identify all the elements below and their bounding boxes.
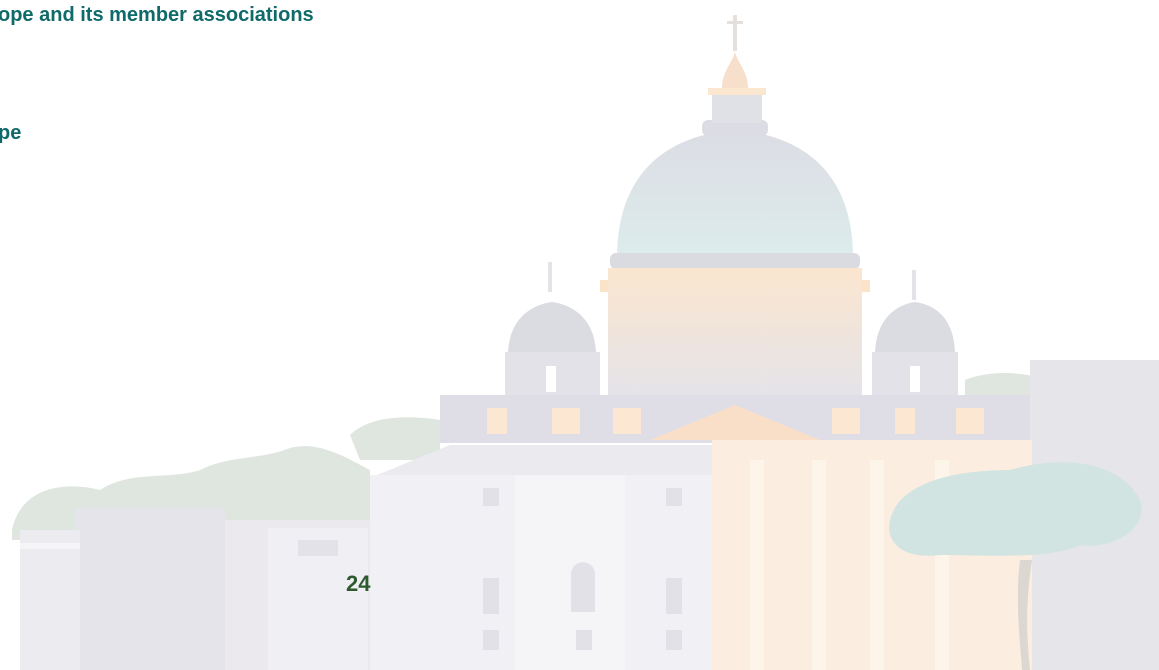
page: ope and its member associations pe 24 ((…	[0, 0, 1159, 670]
page-number: 24	[346, 571, 370, 597]
heading: ope and its member associations	[0, 4, 314, 27]
basilica-illustration	[0, 0, 1159, 670]
subheading: pe	[0, 122, 21, 145]
